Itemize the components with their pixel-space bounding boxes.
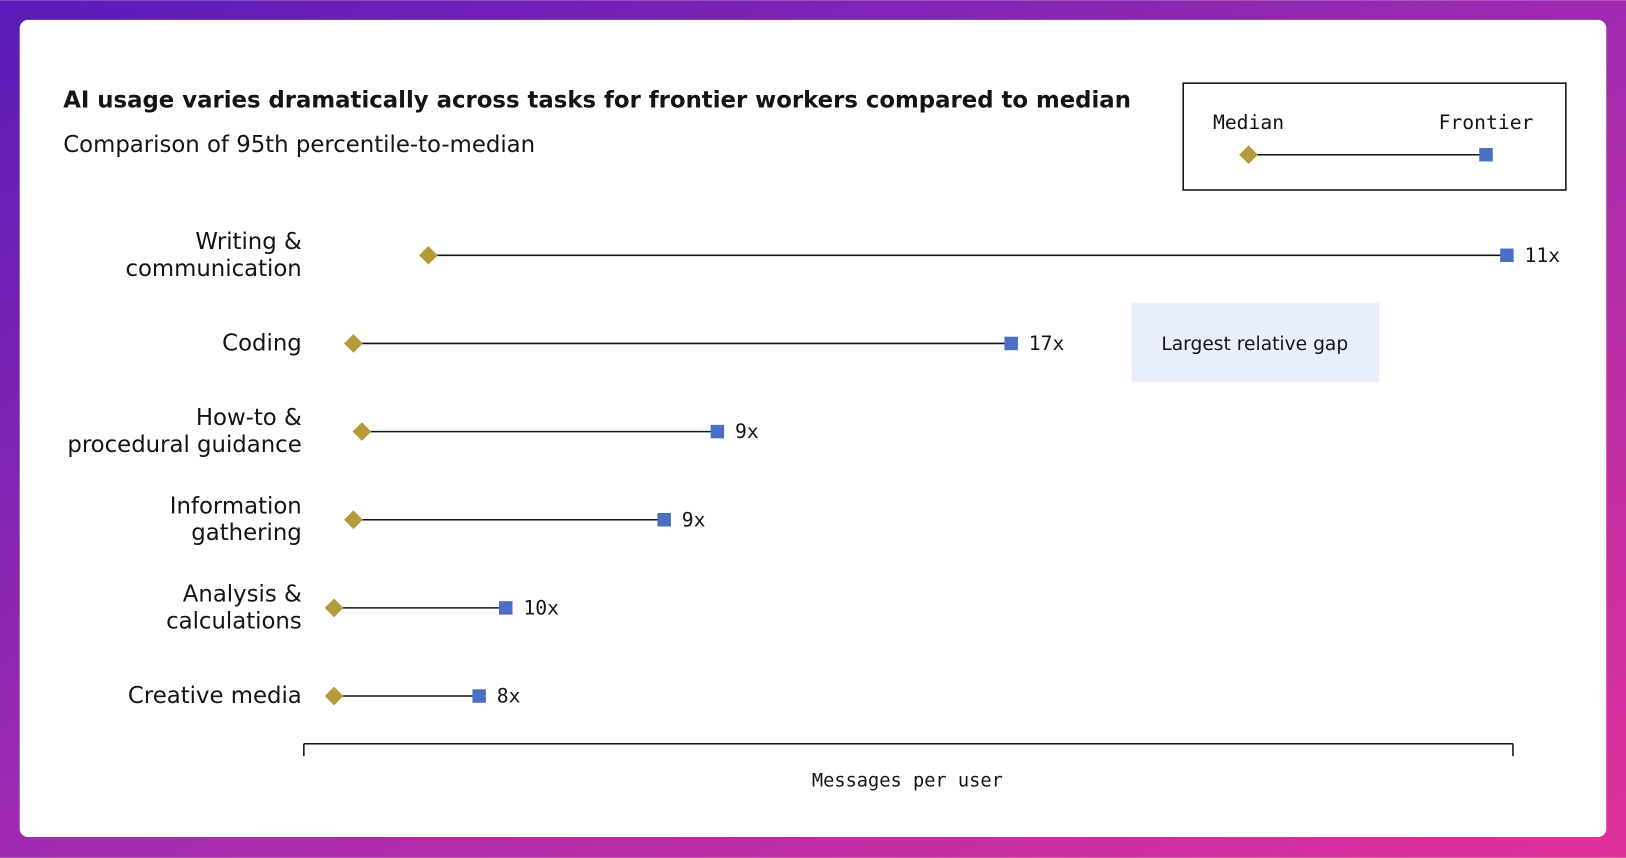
category-line: Creative media xyxy=(128,683,302,709)
category-line: Analysis & xyxy=(183,581,302,607)
chart-subtitle: Comparison of 95th percentile-to-median xyxy=(63,132,535,158)
frontier-marker xyxy=(1004,336,1018,351)
gap-label: 8x xyxy=(497,685,521,708)
median-marker xyxy=(352,422,372,441)
card xyxy=(19,19,1607,838)
category-label: Information gathering xyxy=(170,493,302,546)
legend-label: Frontier xyxy=(1439,111,1534,134)
median-marker xyxy=(344,334,363,353)
legend-box xyxy=(1182,82,1567,191)
legend-label: Median xyxy=(1213,111,1284,134)
category-line: gathering xyxy=(191,520,301,546)
annotation-box xyxy=(1131,303,1380,382)
frontier-marker xyxy=(499,601,513,615)
gap-label: 9x xyxy=(735,420,759,443)
gap-label: 9x xyxy=(682,508,706,531)
frontier-marker xyxy=(1500,248,1514,263)
category-line: Coding xyxy=(222,330,302,356)
frontier-marker xyxy=(472,689,486,703)
frontier-marker xyxy=(657,512,671,527)
category-line: communication xyxy=(125,255,301,281)
category-label: Writing & communication xyxy=(125,228,302,281)
legend-median-marker xyxy=(1239,145,1258,165)
category-line: procedural guidance xyxy=(67,432,301,458)
x-axis-label: Messages per user xyxy=(812,771,1003,792)
category-line: calculations xyxy=(166,608,302,634)
annotation: Largest relative gap xyxy=(1161,334,1348,355)
category-line: How-to & xyxy=(196,405,302,431)
category-label: Creative media xyxy=(128,683,302,709)
category-line: Writing & xyxy=(195,228,302,254)
category-label: Analysis & calculations xyxy=(166,581,302,634)
category-line: Information xyxy=(170,493,302,519)
category-label: How-to & procedural guidance xyxy=(67,405,302,458)
gap-label: 10x xyxy=(523,596,559,619)
frontier-marker xyxy=(710,424,725,439)
chart-title: AI usage varies dramatically across task… xyxy=(63,87,1131,113)
gap-label: 11x xyxy=(1525,244,1561,267)
category-label: Coding xyxy=(222,330,302,356)
gap-label: 17x xyxy=(1029,332,1065,355)
legend-frontier-marker xyxy=(1479,147,1493,162)
